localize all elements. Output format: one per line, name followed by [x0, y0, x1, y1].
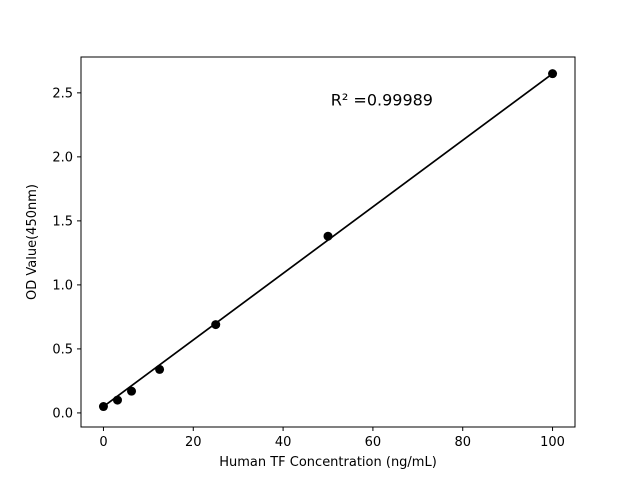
data-point — [98, 402, 108, 412]
y-tick-label: 1.5 — [52, 214, 73, 229]
x-tick-label: 20 — [185, 435, 202, 450]
r-squared-annotation: R² =0.99989 — [331, 91, 433, 110]
y-tick-label: 1.0 — [52, 278, 73, 293]
data-point — [548, 69, 558, 79]
data-point — [211, 320, 221, 330]
y-tick-label: 2.5 — [52, 86, 73, 101]
data-point — [112, 395, 122, 405]
data-series — [98, 69, 558, 412]
y-tick-label: 2.0 — [52, 150, 73, 165]
data-point — [127, 386, 137, 396]
y-axis-label: OD Value(450nm) — [25, 184, 40, 300]
x-axis-label: Human TF Concentration (ng/mL) — [219, 455, 437, 470]
x-tick-label: 80 — [454, 435, 471, 450]
x-tick-label: 100 — [540, 435, 565, 450]
x-tick-label: 60 — [365, 435, 382, 450]
x-tick-label: 40 — [275, 435, 292, 450]
data-point — [155, 364, 165, 374]
axis-ticks: 0 20 40 60 80 100 0.0 0.5 1.0 1.5 2.0 2.5 — [52, 86, 565, 450]
y-tick-label: 0.5 — [52, 342, 73, 357]
data-point — [323, 231, 333, 241]
x-tick-label: 0 — [99, 435, 107, 450]
plot-frame — [80, 56, 576, 428]
y-tick-label: 0.0 — [52, 406, 73, 421]
